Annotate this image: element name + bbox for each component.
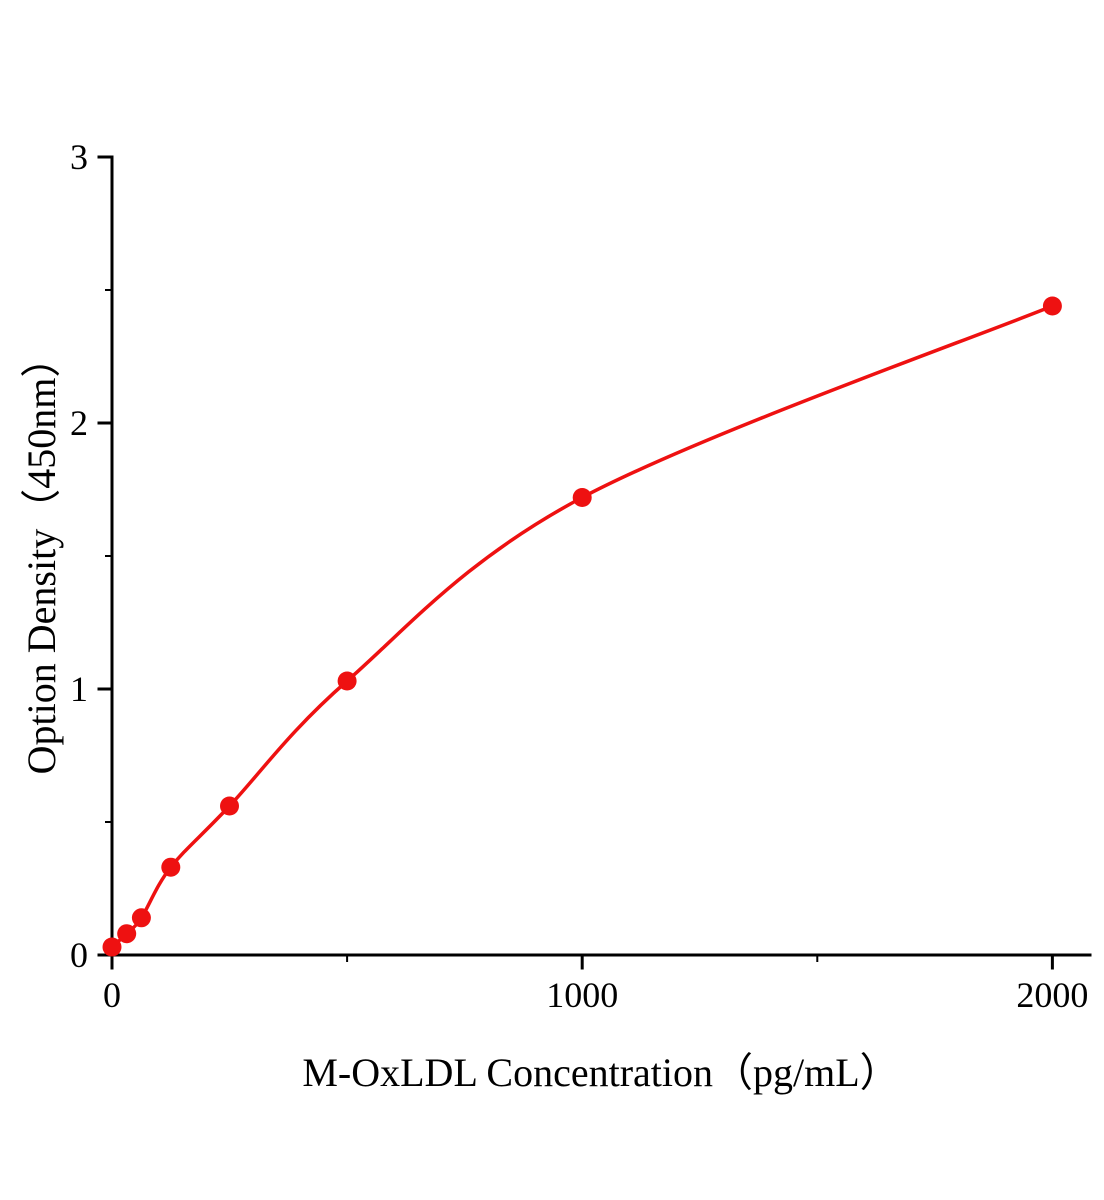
x-tick-label: 2000: [1016, 975, 1088, 1015]
data-point-marker: [337, 671, 357, 691]
data-point-marker: [131, 908, 151, 928]
x-tick-label: 1000: [546, 975, 618, 1015]
y-tick-label: 2: [70, 403, 88, 443]
x-tick-label: 0: [103, 975, 121, 1015]
y-tick-label: 3: [70, 137, 88, 177]
data-point-marker: [572, 488, 592, 507]
y-tick-label: 1: [70, 669, 88, 709]
data-point-marker: [161, 857, 181, 877]
y-tick-label: 0: [70, 935, 88, 975]
data-point-marker: [117, 924, 137, 944]
data-point-marker: [102, 937, 122, 957]
data-point-marker: [1042, 296, 1062, 316]
y-axis-label: Option Density（450nm）: [19, 337, 64, 775]
x-axis-label: M-OxLDL Concentration（pg/mL）: [302, 1050, 900, 1095]
data-point-marker: [220, 796, 239, 816]
fitted-curve-line: [110, 304, 1055, 949]
